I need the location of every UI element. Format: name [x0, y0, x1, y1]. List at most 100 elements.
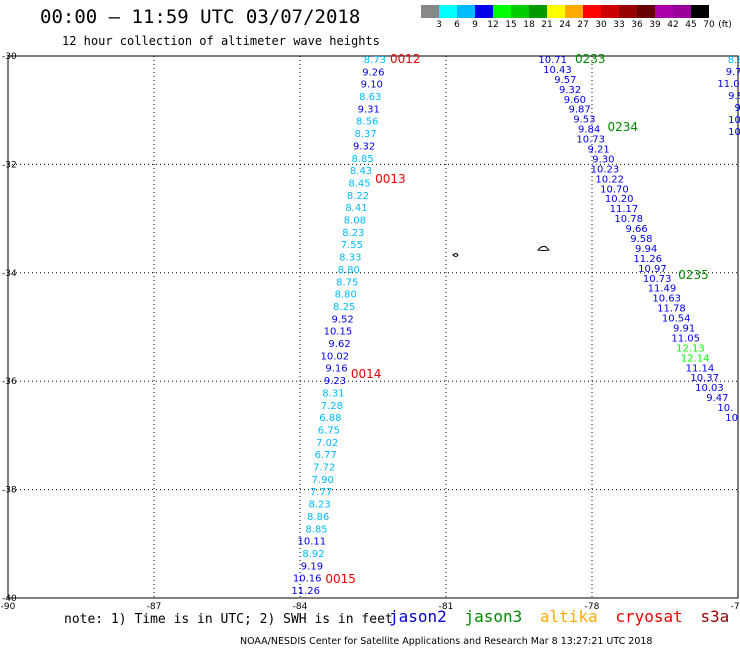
- track-b-value: 10.63: [652, 294, 681, 305]
- track-b-value: 10.37: [690, 373, 719, 384]
- track-c-value: 8.88: [728, 55, 740, 66]
- colorbar-tick-label: 45: [685, 20, 697, 30]
- track-a-value: 8.33: [339, 253, 361, 264]
- colorbar-tick-label: 33: [613, 20, 625, 30]
- track-a-value: 8.37: [355, 129, 377, 140]
- track-a-value: 8.86: [307, 512, 329, 523]
- track-a-value: 10.16: [293, 574, 322, 585]
- track-a-value: 8.43: [350, 166, 372, 177]
- track-b-value: 9.58: [630, 234, 652, 245]
- colorbar-swatch: [583, 5, 601, 18]
- lon-label: -78: [585, 602, 600, 612]
- track-b-value: 9.84: [578, 125, 600, 136]
- track-b-value: 11.14: [686, 363, 715, 374]
- colorbar-swatch: [619, 5, 637, 18]
- lon-label: -81: [439, 602, 454, 612]
- colorbar-tick-label: 21: [541, 20, 553, 30]
- track-b-pass-label: 0233: [575, 52, 606, 66]
- colorbar-tick-label: (ft): [718, 20, 732, 30]
- track-a-value: 8.23: [308, 500, 330, 511]
- track-b-value: 10.70: [600, 184, 629, 195]
- track-b-value: 10.73: [576, 135, 605, 146]
- track-c-value: 9.9: [728, 91, 740, 102]
- track-a-value: 7.90: [312, 475, 334, 486]
- lat-label: -32: [2, 160, 17, 170]
- colorbar-swatch: [547, 5, 565, 18]
- legend-jason3: jason3: [464, 607, 523, 626]
- track-c-value: 9.72: [726, 67, 740, 78]
- track-a-value: 9.52: [332, 314, 354, 325]
- track-a-value: 9.32: [353, 141, 375, 152]
- track-a-value: 8.80: [335, 290, 357, 301]
- track-c-value: 10.: [728, 127, 740, 138]
- track-a-value: 9.31: [358, 104, 380, 115]
- track-a-value: 7.77: [310, 487, 332, 498]
- track-b-value: 11.49: [648, 284, 677, 295]
- colorbar-swatch: [457, 5, 475, 18]
- colorbar-tick-label: 15: [505, 20, 517, 30]
- colorbar-tick-label: 39: [649, 20, 661, 30]
- track-a-value: 8.85: [351, 154, 373, 165]
- track-a-pass-label: 0012: [390, 52, 421, 66]
- track-a-value: 6.75: [318, 425, 340, 436]
- track-a-value: 9.26: [362, 67, 384, 78]
- lat-label: -34: [2, 269, 17, 279]
- track-a-value: 8.25: [333, 302, 355, 313]
- track-b-value: 10.22: [595, 174, 624, 185]
- track-a-pass-label: 0015: [325, 572, 356, 586]
- track-b-pass-label: 0234: [607, 120, 638, 134]
- colorbar-swatch: [511, 5, 529, 18]
- island-outline: [537, 245, 551, 251]
- track-a-value: 8.41: [345, 203, 367, 214]
- colorbar-tick-label: 27: [577, 20, 589, 30]
- lon-label: -75: [731, 602, 740, 612]
- track-b-value: 10.73: [643, 274, 672, 285]
- track-a-value: 9.10: [361, 80, 383, 91]
- track-b-value: 11.17: [610, 204, 639, 215]
- footnote: note: 1) Time is in UTC; 2) SWH is in fe…: [64, 612, 393, 627]
- track-a-value: 9.62: [328, 339, 350, 350]
- track-a-value: 6.77: [315, 450, 337, 461]
- colorbar-tick-label: 9: [472, 20, 478, 30]
- legend-jason2: jason2: [389, 607, 447, 626]
- colorbar-swatch: [565, 5, 583, 18]
- track-a-value: 8.31: [322, 388, 344, 399]
- track-a-value: 8.92: [302, 549, 324, 560]
- map-subtitle: 12 hour collection of altimeter wave hei…: [62, 34, 380, 48]
- track-b-value: 9.32: [559, 85, 581, 96]
- track-b-value: 9.66: [625, 224, 647, 235]
- track-b-value: 9.53: [573, 115, 595, 126]
- colorbar-tick-label: 18: [523, 20, 535, 30]
- colorbar-tick-label: 42: [667, 20, 679, 30]
- track-a-value: 8.08: [344, 216, 366, 227]
- track-a-value: 9.23: [324, 376, 346, 387]
- lon-label: -90: [1, 602, 16, 612]
- legend-cryosat: cryosat: [615, 607, 683, 626]
- legend-s3a: s3a: [700, 607, 730, 626]
- colorbar-swatch: [475, 5, 493, 18]
- colorbar-tick-label: 24: [559, 20, 571, 30]
- track-b-value: 12.13: [676, 343, 705, 354]
- track-a-value: 7.72: [313, 463, 335, 474]
- colorbar-swatch: [691, 5, 709, 18]
- track-a-value: 8.56: [356, 117, 378, 128]
- colorbar-tick-label: 12: [487, 20, 499, 30]
- track-b-value: 10.71: [538, 55, 567, 66]
- track-b-value: 9.57: [554, 75, 576, 86]
- colorbar-swatch: [673, 5, 691, 18]
- track-b-value: 9.21: [587, 145, 609, 156]
- lon-label: -87: [147, 602, 162, 612]
- colorbar-swatch: [421, 5, 439, 18]
- track-b-value: 10.97: [638, 264, 667, 275]
- track-b-value: 11.78: [657, 304, 686, 315]
- lat-label: -38: [2, 486, 17, 496]
- track-b-value: 10.78: [614, 214, 643, 225]
- track-c-value: 10.: [728, 115, 740, 126]
- track-a-pass-label: 0014: [351, 367, 382, 381]
- track-a-value: 8.85: [305, 524, 327, 535]
- track-a-value: 8.22: [347, 191, 369, 202]
- track-b-value: 9.30: [592, 154, 614, 165]
- track-c-value: 9.: [734, 103, 740, 114]
- satellite-legend: jason2 jason3 altika cryosat s3a: [389, 607, 737, 626]
